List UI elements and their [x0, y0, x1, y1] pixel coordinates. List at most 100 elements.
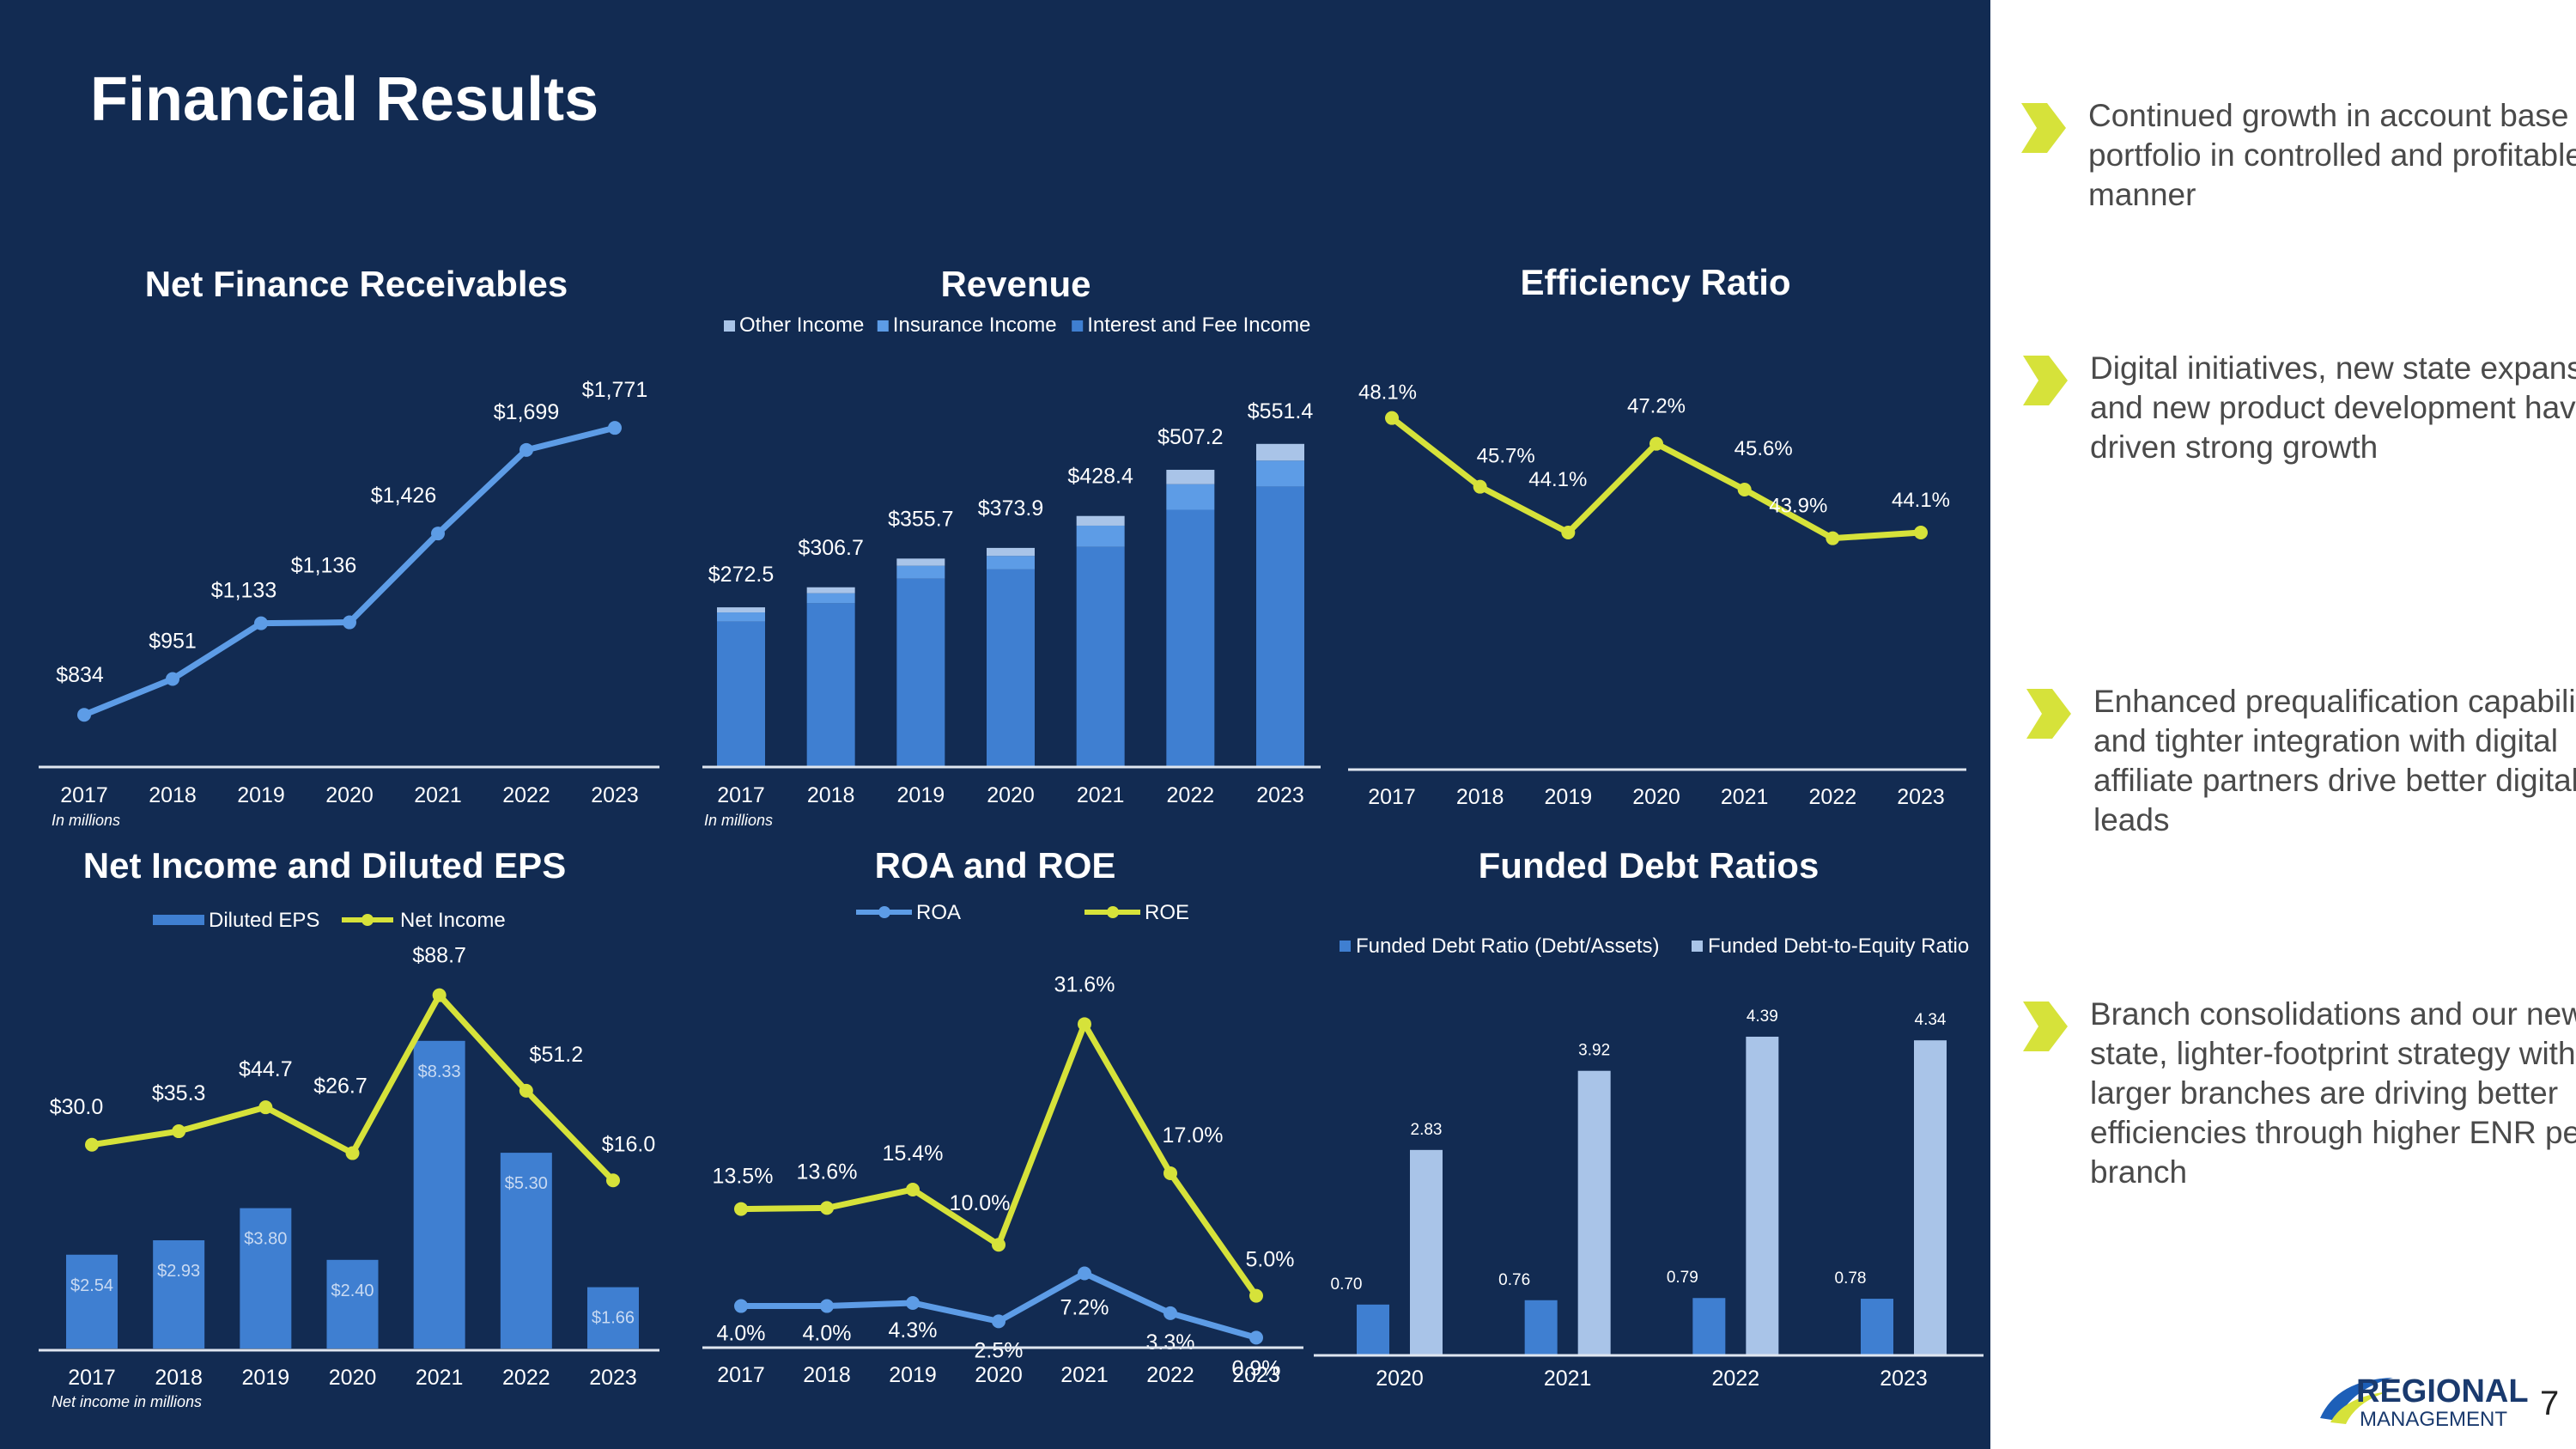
data-label: $1,136: [291, 554, 356, 578]
x-tick-label: 2019: [889, 1363, 937, 1387]
x-tick-label: 2022: [502, 1366, 550, 1390]
x-tick-label: 2017: [68, 1366, 116, 1390]
x-tick-label: 2017: [717, 783, 765, 807]
data-point: [734, 1202, 748, 1216]
bullet-text: Enhanced prequalification capabilities a…: [2093, 682, 2576, 840]
bar-label: 2.83: [1411, 1121, 1443, 1139]
data-point: [254, 617, 268, 630]
bullet-text: Branch consolidations and our new-state,…: [2090, 995, 2576, 1192]
total-label: $306.7: [798, 536, 863, 560]
bar: [1578, 1071, 1611, 1355]
data-label: $1,771: [582, 378, 647, 402]
data-label: $35.3: [152, 1081, 206, 1105]
data-point: [1473, 480, 1487, 494]
chevron-right-icon: [2018, 100, 2069, 156]
charts-canvas: Net Finance Receivables $834 $951 $1,133 $1,…: [0, 0, 1990, 1449]
data-point: [992, 1238, 1005, 1251]
bar-segment: [717, 622, 765, 767]
x-tick-label: 2021: [1544, 1367, 1592, 1391]
bar-label: $1.66: [592, 1309, 635, 1328]
data-point: [343, 616, 356, 630]
chart-title: Funded Debt Ratios: [1479, 845, 1820, 886]
data-point: [1385, 411, 1399, 425]
x-tick-label: 2019: [242, 1366, 290, 1390]
chart-title: Efficiency Ratio: [1520, 262, 1790, 302]
x-tick-label: 2018: [155, 1366, 203, 1390]
x-tick-label: 2017: [60, 783, 108, 807]
legend-swatch: [724, 320, 735, 332]
chart-title: Net Income and Diluted EPS: [83, 845, 566, 886]
x-tick-label: 2020: [975, 1363, 1023, 1387]
data-label: 13.5%: [713, 1165, 774, 1189]
bar-segment: [1166, 470, 1214, 484]
legend-label: Net Income: [400, 909, 506, 932]
data-label: 13.6%: [797, 1160, 858, 1184]
data-point: [433, 989, 447, 1002]
bar-segment: [987, 556, 1035, 569]
data-label: 47.2%: [1627, 395, 1686, 418]
bar-segment: [807, 594, 855, 604]
company-logo: REGIONAL MANAGEMENT: [2312, 1371, 2569, 1431]
bar-label: 0.79: [1667, 1269, 1698, 1287]
bar: [1410, 1150, 1443, 1355]
x-tick-label: 2023: [1232, 1363, 1280, 1387]
legend-swatch: [153, 915, 204, 925]
data-point: [992, 1314, 1005, 1328]
bar-segment: [1077, 526, 1125, 547]
bar: [1692, 1298, 1725, 1355]
data-point: [906, 1183, 920, 1196]
x-tick-label: 2018: [1456, 785, 1504, 809]
total-label: $355.7: [888, 507, 953, 531]
bar: [1525, 1300, 1558, 1355]
legend-swatch: [878, 320, 889, 332]
total-label: $551.4: [1248, 399, 1314, 423]
x-tick-label: 2023: [591, 783, 639, 807]
data-point: [1561, 526, 1575, 539]
data-point: [906, 1296, 920, 1310]
data-label: 17.0%: [1163, 1123, 1224, 1148]
data-label: $1,426: [371, 484, 436, 508]
data-label: 4.0%: [717, 1322, 766, 1346]
bar-segment: [896, 579, 945, 767]
data-label: 15.4%: [883, 1142, 944, 1166]
data-point: [608, 421, 622, 435]
series-line: [1392, 418, 1921, 539]
x-tick-label: 2017: [1368, 785, 1416, 809]
logo-line1: REGIONAL: [2356, 1373, 2529, 1409]
bar: [153, 1240, 204, 1349]
chart-title: Net Finance Receivables: [145, 264, 568, 304]
bar: [1861, 1299, 1893, 1355]
x-tick-label: 2020: [987, 783, 1035, 807]
data-label: 48.1%: [1358, 381, 1417, 405]
x-tick-label: 2019: [897, 783, 945, 807]
data-point: [1078, 1266, 1091, 1280]
bar-segment: [807, 588, 855, 594]
data-label: 31.6%: [1054, 972, 1115, 996]
bar: [66, 1255, 118, 1349]
data-point: [1163, 1306, 1177, 1320]
legend-swatch: [1340, 941, 1351, 952]
total-label: $373.9: [978, 496, 1043, 521]
bar-label: $2.40: [331, 1282, 374, 1300]
total-label: $428.4: [1067, 465, 1133, 489]
x-tick-label: 2023: [1256, 783, 1304, 807]
x-tick-label: 2020: [1376, 1367, 1424, 1391]
legend-label: Diluted EPS: [209, 909, 319, 932]
x-tick-label: 2021: [416, 1366, 464, 1390]
x-tick-label: 2018: [807, 783, 855, 807]
bar-segment: [717, 612, 765, 622]
data-point: [734, 1300, 748, 1313]
data-point: [85, 1138, 99, 1152]
chevron-right-icon: [2023, 685, 2075, 742]
data-point: [1249, 1289, 1263, 1303]
data-point: [820, 1300, 834, 1313]
data-label: $88.7: [412, 944, 466, 968]
bar-label: 0.70: [1331, 1275, 1363, 1294]
legend-label: Funded Debt Ratio (Debt/Assets): [1356, 935, 1660, 958]
bar-segment: [1166, 509, 1214, 767]
bar: [414, 1041, 465, 1349]
data-point: [1163, 1166, 1177, 1180]
bar-label: 0.78: [1835, 1269, 1867, 1288]
bar: [1357, 1305, 1389, 1355]
bar-label: $5.30: [505, 1174, 548, 1193]
